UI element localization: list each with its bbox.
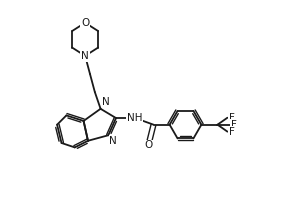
Text: N: N bbox=[102, 97, 110, 107]
Text: NH: NH bbox=[127, 113, 142, 123]
Text: N: N bbox=[110, 136, 117, 146]
Text: O: O bbox=[81, 18, 89, 28]
Text: F: F bbox=[229, 127, 234, 137]
Text: O: O bbox=[144, 141, 153, 151]
Text: N: N bbox=[81, 51, 89, 61]
Text: F: F bbox=[231, 120, 237, 130]
Text: F: F bbox=[229, 113, 234, 123]
